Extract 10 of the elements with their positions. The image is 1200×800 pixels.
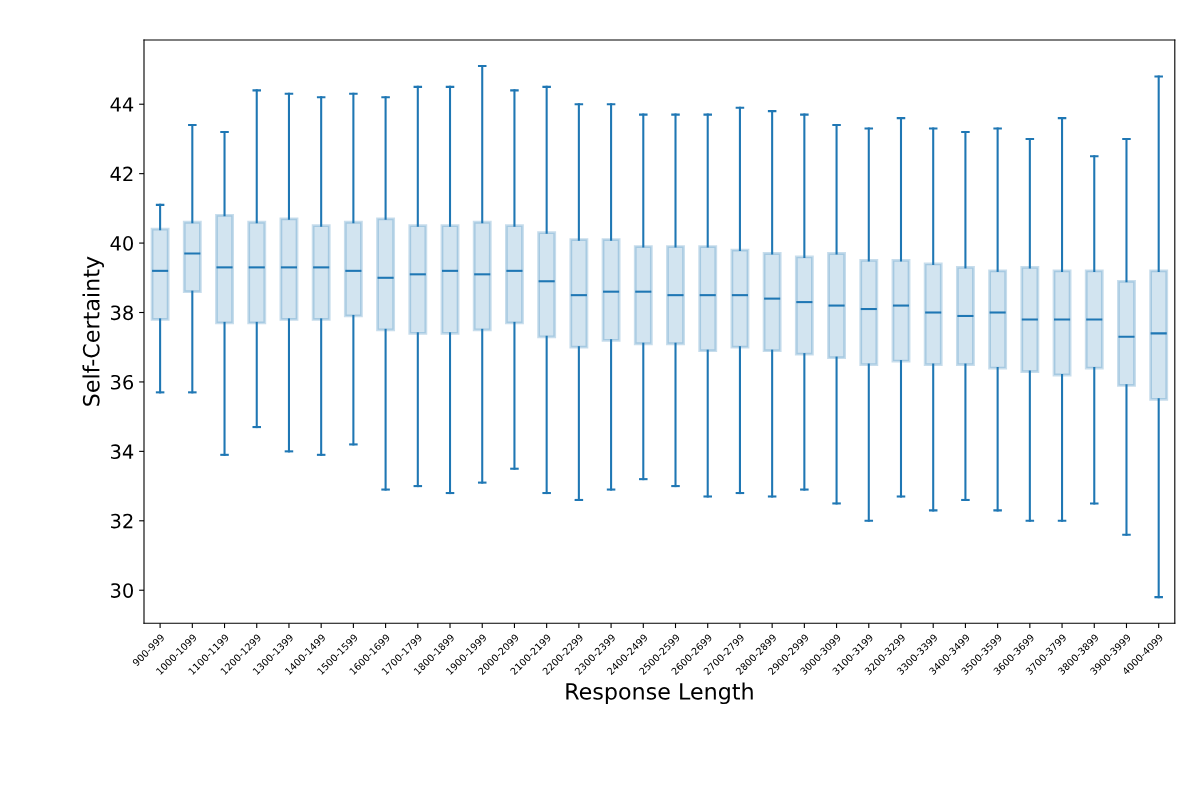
y-tick-label: 44: [110, 97, 134, 112]
y-tick-label: 36: [111, 374, 134, 390]
y-tick-label: 38: [111, 305, 133, 321]
y-axis-title: Self-Certainty: [82, 256, 104, 406]
y-tick-label: 34: [111, 444, 134, 460]
y-tick-label: 32: [111, 513, 133, 529]
x-axis-title: Response Length: [566, 682, 753, 705]
y-tick-label: 30: [111, 583, 133, 598]
y-tick-label: 42: [110, 166, 133, 182]
y-tick-label: 40: [110, 236, 133, 251]
